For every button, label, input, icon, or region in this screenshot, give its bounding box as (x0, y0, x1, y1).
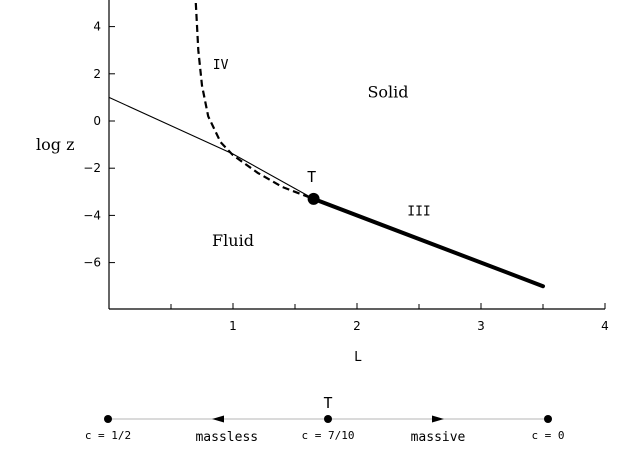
x-tick-label: 4 (601, 319, 609, 333)
y-tick-label: −6 (83, 256, 101, 270)
region-label: Solid (367, 82, 408, 101)
y-tick-label: −2 (83, 161, 101, 175)
phase-plot: 4 2 0 −2 −4 −6 1 2 3 4 log z L T IV Solid III Fluid (36, 0, 609, 365)
x-tick-label: 3 (477, 319, 485, 333)
fixed-point-label: c = 0 (531, 429, 564, 442)
y-tick-label: 0 (93, 114, 101, 128)
x-axis-label: L (354, 350, 362, 365)
y-axis-label: log z (36, 135, 75, 154)
flow-arrow-right (432, 415, 444, 423)
y-tick-label: 2 (93, 67, 101, 81)
fixed-point-label: c = 1/2 (85, 429, 131, 442)
x-tick-label: 1 (229, 319, 237, 333)
flow-arrow-left (212, 415, 224, 423)
triple-point-marker (307, 192, 320, 205)
region-label: Fluid (212, 231, 254, 250)
triple-point-label: T (307, 168, 316, 186)
region-label: III (407, 204, 430, 219)
fixed-point-marker (544, 415, 552, 423)
x-tick-label: 2 (353, 319, 361, 333)
fixed-point-marker (324, 415, 332, 423)
region-label: IV (213, 58, 229, 73)
flow-segment-label: massive (411, 430, 466, 445)
series-thin-solid (108, 96, 314, 200)
flow-title: T (323, 394, 332, 412)
series-thick-solid (311, 196, 545, 289)
y-tick-label: 4 (93, 20, 101, 34)
rg-flow-diagram: c = 1/2 c = 7/10 c = 0 massless massive T (85, 394, 565, 445)
flow-segment-label: massless (195, 430, 258, 445)
series-dashed (194, 2, 314, 200)
y-tick-label: −4 (83, 208, 101, 222)
fixed-point-label: c = 7/10 (302, 429, 355, 442)
fixed-point-marker (104, 415, 112, 423)
